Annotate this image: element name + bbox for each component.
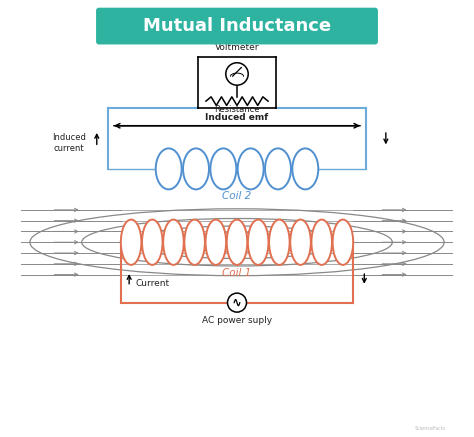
Ellipse shape <box>269 219 290 265</box>
Ellipse shape <box>265 149 291 189</box>
Ellipse shape <box>184 219 205 265</box>
Ellipse shape <box>248 219 268 265</box>
FancyBboxPatch shape <box>97 8 377 44</box>
Text: Voltmeter: Voltmeter <box>215 42 259 52</box>
Ellipse shape <box>290 219 311 265</box>
Text: Coil 2: Coil 2 <box>222 191 252 201</box>
Ellipse shape <box>227 219 247 265</box>
Ellipse shape <box>237 149 264 189</box>
Ellipse shape <box>210 149 237 189</box>
Text: Resistance: Resistance <box>214 104 260 114</box>
Ellipse shape <box>155 149 182 189</box>
Circle shape <box>226 63 248 85</box>
Text: ScienceFacts: ScienceFacts <box>415 426 446 431</box>
Ellipse shape <box>311 219 332 265</box>
Text: Mutual Inductance: Mutual Inductance <box>143 17 331 35</box>
Circle shape <box>228 293 246 312</box>
Text: AC power suply: AC power suply <box>202 316 272 326</box>
Ellipse shape <box>121 219 141 265</box>
Text: Current: Current <box>136 279 170 288</box>
Ellipse shape <box>292 149 319 189</box>
Ellipse shape <box>333 219 353 265</box>
Ellipse shape <box>206 219 226 265</box>
Text: Induced
current: Induced current <box>52 133 86 153</box>
Ellipse shape <box>163 219 184 265</box>
Ellipse shape <box>183 149 209 189</box>
Text: Coil 1: Coil 1 <box>222 268 252 278</box>
Ellipse shape <box>142 219 163 265</box>
Text: Induced emf: Induced emf <box>205 113 269 122</box>
